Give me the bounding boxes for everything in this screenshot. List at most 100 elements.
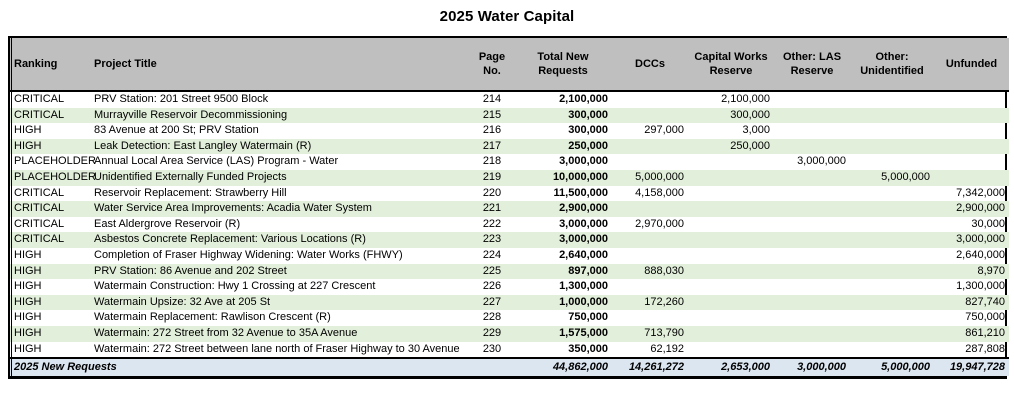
table-row: PLACEHOLDER Unidentified Externally Funde… [10,169,1009,186]
cell-other-unidentified [850,186,934,202]
cell-capital-works-reserve: 3,000 [742,124,770,137]
cell-page-no: 215 [470,107,514,124]
cell-other-unidentified [850,138,934,155]
table-row: HIGH Leak Detection: East Langley Waterma… [10,138,1009,155]
header-ranking: Ranking [10,38,90,92]
cell-project-title: Watermain Replacement: Rawlison Crescent… [94,311,331,324]
cell-dccs: 297,000 [644,124,684,137]
table-row: CRITICAL Reservoir Replacement: Strawberr… [10,186,1009,202]
table-row: HIGH Watermain Construction: Hwy 1 Crossi… [10,279,1009,295]
header-other-unidentified: Other: Unidentified [850,38,934,92]
cell-unfunded [934,169,1009,186]
cell-unfunded: 2,900,000 [934,201,1009,217]
cell-page-no: 214 [482,93,502,105]
total-other-unidentified: 5,000,000 [850,357,934,377]
cell-page-no: 230 [482,342,502,355]
header-unfunded: Unfunded [934,38,1009,92]
table-row: CRITICAL Asbestos Concrete Replacement: V… [10,232,1009,248]
cell-other-las-reserve [774,263,850,280]
cell-other-unidentified [850,279,934,295]
cell-total-new-requests: 350,000 [568,342,608,355]
cell-page-no: 228 [482,311,502,324]
table-row: CRITICAL Murrayville Reservoir Decommissi… [10,107,1009,124]
header-capital-works-reserve: Capital Works Reserve [688,38,774,92]
cell-dccs [612,279,688,295]
table-row: CRITICAL Water Service Area Improvements:… [10,201,1009,217]
cell-other-unidentified [850,91,934,108]
cell-ranking: CRITICAL [10,232,90,248]
cell-other-las-reserve [774,342,850,359]
cell-dccs [612,201,688,217]
cell-other-unidentified [850,154,934,170]
cell-unfunded: 1,300,000 [956,280,1005,293]
cell-page-no: 218 [482,155,502,168]
cell-capital-works-reserve [688,201,774,217]
cell-ranking: CRITICAL [14,186,65,199]
cell-capital-works-reserve [688,279,774,295]
cell-page-no: 227 [470,294,514,311]
cell-ranking: CRITICAL [14,93,65,105]
header-dccs: DCCs [612,38,688,92]
cell-other-las-reserve [774,232,850,248]
table-row: HIGH Watermain: 272 Street from 32 Avenue… [10,325,1009,342]
cell-total-new-requests: 1,000,000 [514,294,612,311]
cell-page-no: 224 [482,248,502,261]
cell-capital-works-reserve [688,232,774,248]
cell-unfunded: 287,808 [965,342,1005,355]
cell-project-title: 83 Avenue at 200 St; PRV Station [94,124,259,137]
table-row: PLACEHOLDER Annual Local Area Service (LA… [10,154,1009,170]
cell-other-las-reserve [774,169,850,186]
cell-unfunded [934,138,1009,155]
cell-dccs: 2,970,000 [635,217,684,230]
table-row: HIGH PRV Station: 86 Avenue and 202 Stree… [10,263,1009,280]
cell-project-title: Watermain: 272 Street between lane north… [94,342,460,355]
cell-other-las-reserve [774,279,850,295]
cell-total-new-requests: 2,900,000 [514,201,612,217]
cell-dccs [612,107,688,124]
cell-total-new-requests: 3,000,000 [514,232,612,248]
total-other-las-reserve: 3,000,000 [774,357,850,377]
cell-other-unidentified: 5,000,000 [850,169,934,186]
table-header: Ranking Project Title Page No. Total New… [10,38,1009,92]
cell-ranking: HIGH [14,280,42,293]
cell-page-no: 221 [470,201,514,217]
table-row: HIGH 83 Avenue at 200 St; PRV Station 216 3… [10,123,1009,139]
cell-other-unidentified [850,325,934,342]
cell-unfunded: 2,640,000 [956,248,1005,261]
total-capital-works-reserve: 2,653,000 [688,357,774,377]
cell-dccs: 5,000,000 [612,169,688,186]
cell-ranking: HIGH [10,325,90,342]
cell-total-new-requests: 1,575,000 [514,325,612,342]
cell-total-new-requests: 11,500,000 [553,186,608,199]
cell-other-unidentified [850,248,934,264]
cell-other-las-reserve [774,91,850,108]
cell-other-unidentified [850,232,934,248]
total-unfunded: 19,947,728 [934,357,1009,377]
cell-capital-works-reserve [688,169,774,186]
cell-ranking: HIGH [10,138,90,155]
cell-page-no: 217 [470,138,514,155]
table-row: HIGH Completion of Fraser Highway Widenin… [10,248,1009,264]
cell-dccs: 713,790 [612,325,688,342]
cell-total-new-requests: 250,000 [514,138,612,155]
cell-project-title: Unidentified Externally Funded Projects [90,169,470,186]
cell-project-title: Murrayville Reservoir Decommissioning [90,107,470,124]
cell-capital-works-reserve [688,310,774,326]
cell-unfunded: 861,210 [934,325,1009,342]
cell-capital-works-reserve [688,263,774,280]
cell-other-unidentified [850,342,934,359]
cell-ranking: PLACEHOLDER [10,169,96,186]
cell-page-no: 223 [470,232,514,248]
cell-project-title: East Aldergrove Reservoir (R) [94,217,241,230]
header-other-las-reserve: Other: LAS Reserve [774,38,850,92]
cell-capital-works-reserve: 2,100,000 [721,93,770,105]
cell-page-no: 222 [482,217,502,230]
cell-capital-works-reserve [688,248,774,264]
total-total-new-requests: 44,862,000 [514,357,612,377]
cell-dccs [612,154,688,170]
cell-ranking: HIGH [14,311,42,324]
cell-capital-works-reserve [688,342,774,359]
cell-dccs [612,91,688,108]
cell-project-title: Completion of Fraser Highway Widening: W… [94,248,403,261]
cell-other-las-reserve [774,186,850,202]
